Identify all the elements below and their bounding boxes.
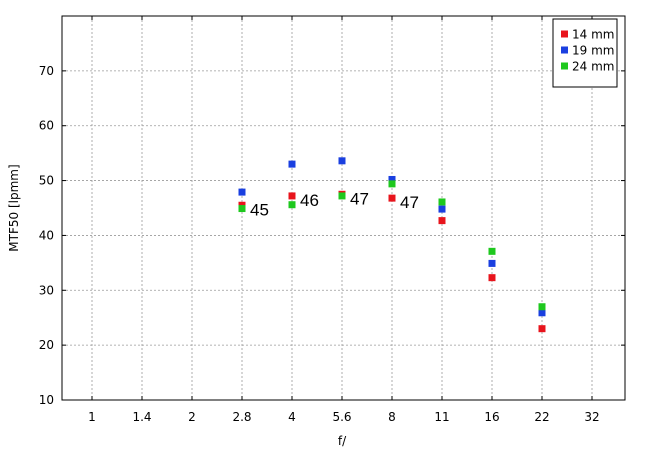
data-point bbox=[388, 180, 396, 188]
data-point bbox=[538, 325, 546, 333]
data-point bbox=[488, 274, 496, 282]
x-tick-label: 11 bbox=[434, 410, 449, 424]
data-point bbox=[488, 259, 496, 267]
data-point bbox=[288, 201, 296, 209]
data-point bbox=[338, 157, 346, 165]
axis-ticks: 1 1.4 2 2.8 4 5.6 8 11 16 22 32 10 20 30 40 50 60 70 bbox=[39, 16, 625, 424]
data-point bbox=[438, 217, 446, 225]
data-point bbox=[388, 175, 396, 183]
plot-area bbox=[62, 16, 625, 400]
y-tick-label: 70 bbox=[39, 64, 54, 78]
x-axis-label: f/ bbox=[338, 434, 347, 448]
x-tick-label: 5.6 bbox=[332, 410, 351, 424]
legend-label: 24 mm bbox=[572, 60, 614, 74]
legend-label: 19 mm bbox=[572, 44, 614, 58]
y-tick-label: 60 bbox=[39, 119, 54, 133]
y-tick-label: 30 bbox=[39, 283, 54, 297]
x-tick-label: 1.4 bbox=[132, 410, 151, 424]
value-annotation: 46 bbox=[300, 191, 319, 210]
x-tick-label: 32 bbox=[584, 410, 599, 424]
x-tick-label: 2.8 bbox=[232, 410, 251, 424]
data-point bbox=[238, 188, 246, 196]
legend-swatch bbox=[561, 30, 568, 38]
y-tick-label: 20 bbox=[39, 338, 54, 352]
data-point bbox=[488, 247, 496, 255]
y-tick-label: 10 bbox=[39, 393, 54, 407]
plot-frame bbox=[61, 15, 626, 401]
legend-label: 14 mm bbox=[572, 28, 614, 42]
y-tick-label: 50 bbox=[39, 174, 54, 188]
data-point bbox=[538, 303, 546, 311]
value-annotation: 47 bbox=[350, 189, 369, 208]
data-point bbox=[288, 192, 296, 200]
value-annotation: 47 bbox=[400, 193, 419, 212]
legend-swatch bbox=[561, 46, 568, 54]
x-tick-label: 16 bbox=[484, 410, 499, 424]
data-point bbox=[238, 205, 246, 213]
y-axis-label: MTF50 [lpmm] bbox=[7, 164, 21, 251]
data-points bbox=[238, 157, 546, 333]
data-point bbox=[538, 309, 546, 317]
annotations: 45 46 47 47 bbox=[250, 189, 419, 219]
x-tick-label: 4 bbox=[288, 410, 296, 424]
x-tick-label: 1 bbox=[88, 410, 96, 424]
x-tick-label: 8 bbox=[388, 410, 396, 424]
legend-swatch bbox=[561, 62, 568, 70]
data-point bbox=[388, 194, 396, 202]
data-point bbox=[288, 160, 296, 168]
y-tick-label: 40 bbox=[39, 228, 54, 242]
data-point bbox=[438, 198, 446, 206]
x-tick-label: 2 bbox=[188, 410, 196, 424]
data-point bbox=[438, 205, 446, 213]
x-tick-label: 22 bbox=[534, 410, 549, 424]
value-annotation: 45 bbox=[250, 200, 269, 219]
legend: 14 mm 19 mm 24 mm bbox=[552, 18, 618, 88]
data-point bbox=[338, 192, 346, 200]
